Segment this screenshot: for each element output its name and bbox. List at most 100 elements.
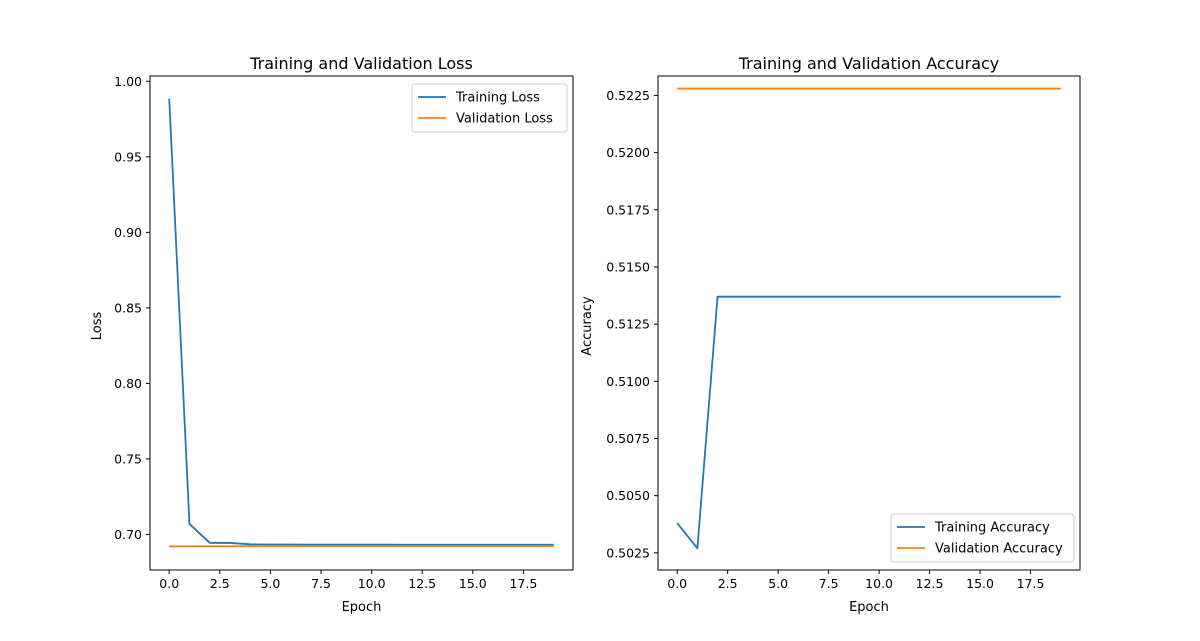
validation-loss-point [411, 545, 413, 547]
training-accuracy-point [959, 295, 961, 297]
validation-loss-point [492, 545, 494, 547]
validation-accuracy-point [1019, 87, 1021, 89]
accuracy-legend-label: Validation Accuracy [935, 542, 1063, 557]
validation-loss-point [472, 545, 474, 547]
training-accuracy-point [938, 295, 940, 297]
validation-accuracy-point [1039, 87, 1041, 89]
validation-loss-point [168, 545, 170, 547]
training-accuracy-point [777, 295, 779, 297]
loss-y-tick-label: 1.00 [114, 74, 142, 89]
accuracy-y-tick-label: 0.5050 [606, 488, 650, 503]
training-accuracy-point [1060, 295, 1062, 297]
validation-loss-point [451, 545, 453, 547]
validation-loss-point [370, 545, 372, 547]
validation-loss-point [431, 545, 433, 547]
accuracy-x-tick-label: 17.5 [1017, 576, 1045, 591]
loss-x-tick-label: 10.0 [358, 576, 386, 591]
loss-x-tick-label: 7.5 [311, 576, 331, 591]
validation-accuracy-point [696, 87, 698, 89]
training-accuracy-point [838, 295, 840, 297]
training-loss-point [229, 542, 231, 544]
training-loss-line [168, 98, 554, 546]
loss-plot-area [149, 75, 574, 571]
loss-y-tick-label: 0.95 [114, 149, 142, 164]
accuracy-x-tick-label: 2.5 [718, 576, 738, 591]
accuracy-x-tick-label: 0.0 [667, 576, 687, 591]
validation-accuracy-point [938, 87, 940, 89]
validation-loss-point [532, 545, 534, 547]
validation-accuracy-point [817, 87, 819, 89]
training-accuracy-point [979, 295, 981, 297]
accuracy-chart-ylabel: Accuracy [580, 296, 595, 356]
validation-accuracy-point [898, 87, 900, 89]
validation-loss-point [249, 545, 251, 547]
training-accuracy-point [716, 295, 718, 297]
loss-chart-xlabel: Epoch [342, 600, 382, 615]
validation-accuracy-point [676, 87, 678, 89]
loss-x-tick-label: 0.0 [159, 576, 179, 591]
validation-loss-point [330, 545, 332, 547]
training-loss-point [168, 97, 170, 99]
training-accuracy-point [999, 295, 1001, 297]
validation-loss-point [269, 545, 271, 547]
loss-legend-label: Training Loss [455, 91, 540, 106]
training-accuracy-point [817, 295, 819, 297]
validation-accuracy-point [777, 87, 779, 89]
loss-x-tick-label: 2.5 [210, 576, 230, 591]
training-accuracy-point [757, 295, 759, 297]
training-loss-point [209, 542, 211, 544]
training-accuracy-point [878, 295, 880, 297]
validation-accuracy-point [858, 87, 860, 89]
loss-y-tick-label: 0.85 [114, 300, 142, 315]
validation-accuracy-point [838, 87, 840, 89]
validation-loss-point [229, 545, 231, 547]
accuracy-x-tick-label: 5.0 [768, 576, 788, 591]
validation-loss-point [310, 545, 312, 547]
accuracy-y-tick-label: 0.5075 [606, 431, 650, 446]
loss-chart: Training and Validation Loss Epoch Loss … [90, 54, 574, 615]
training-accuracy-point [898, 295, 900, 297]
validation-accuracy-point [737, 87, 739, 89]
accuracy-y-tick-label: 0.5025 [606, 545, 650, 560]
accuracy-x-tick-label: 15.0 [966, 576, 994, 591]
training-accuracy-point [918, 295, 920, 297]
training-accuracy-point [737, 295, 739, 297]
validation-loss-point [188, 545, 190, 547]
validation-loss-point [512, 545, 514, 547]
validation-accuracy-point [716, 87, 718, 89]
validation-accuracy-point [979, 87, 981, 89]
accuracy-y-tick-label: 0.5150 [606, 259, 650, 274]
loss-x-tick-label: 12.5 [408, 576, 436, 591]
validation-accuracy-point [959, 87, 961, 89]
accuracy-y-tick-label: 0.5225 [606, 88, 650, 103]
accuracy-chart: Training and Validation Accuracy Epoch A… [580, 54, 1081, 615]
validation-accuracy-point [1060, 87, 1062, 89]
validation-loss-point [209, 545, 211, 547]
accuracy-y-tick-label: 0.5200 [606, 145, 650, 160]
validation-loss-point [289, 545, 291, 547]
validation-loss-point [553, 545, 555, 547]
accuracy-chart-title: Training and Validation Accuracy [738, 54, 1000, 73]
loss-y-tick-label: 0.70 [114, 527, 142, 542]
training-loss-point [188, 523, 190, 525]
accuracy-legend-box [890, 513, 1075, 563]
loss-chart-ylabel: Loss [90, 312, 105, 341]
accuracy-legend: Training Accuracy Validation Accuracy [890, 513, 1075, 563]
training-accuracy-point [1039, 295, 1041, 297]
loss-legend-box [411, 83, 568, 133]
loss-y-tick-label: 0.90 [114, 225, 142, 240]
loss-x-tick-label: 15.0 [459, 576, 487, 591]
validation-accuracy-point [797, 87, 799, 89]
training-accuracy-point [797, 295, 799, 297]
training-accuracy-point [676, 522, 678, 524]
validation-accuracy-point [999, 87, 1001, 89]
accuracy-legend-label: Training Accuracy [934, 521, 1050, 536]
validation-accuracy-point [918, 87, 920, 89]
training-accuracy-point [696, 547, 698, 549]
accuracy-x-tick-label: 7.5 [819, 576, 839, 591]
loss-y-tick-label: 0.80 [114, 376, 142, 391]
accuracy-chart-xlabel: Epoch [849, 600, 889, 615]
validation-accuracy-point [757, 87, 759, 89]
training-accuracy-line [676, 295, 1061, 550]
